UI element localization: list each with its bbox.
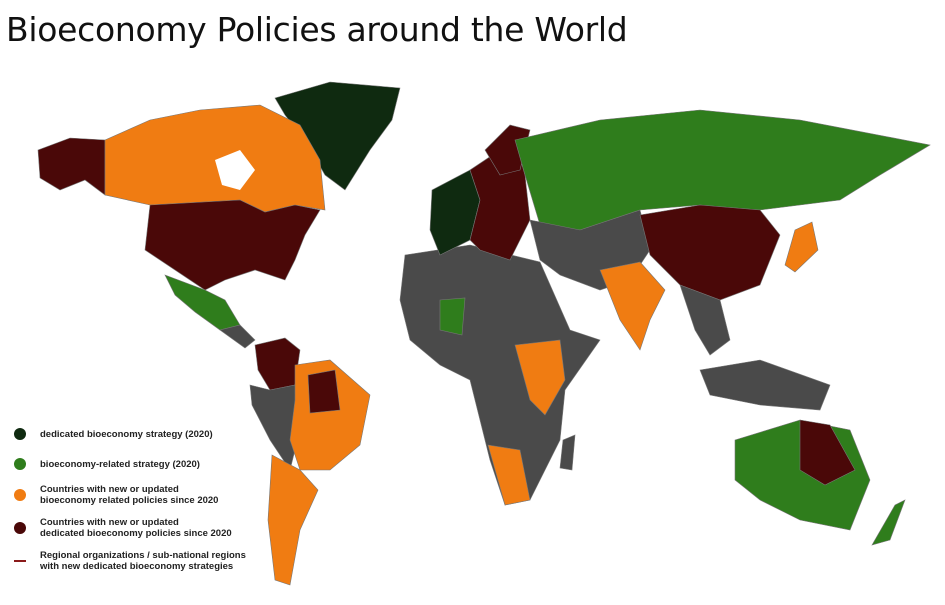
region-china: [639, 204, 781, 301]
region-east-africa: [514, 339, 566, 416]
region-guiana: [307, 369, 341, 414]
region-new-zealand: [871, 499, 906, 546]
legend-item: bioeconomy-related strategy (2020): [14, 458, 246, 470]
legend-dot-dark-red: [14, 522, 26, 534]
legend-dot-dark-green: [14, 428, 26, 440]
legend-dot-orange: [14, 489, 26, 501]
legend-label: Countries with new or updated dedicated b…: [40, 517, 232, 539]
legend-label: Regional organizations / sub-national re…: [40, 550, 246, 572]
region-nigeria: [439, 297, 466, 336]
region-southern-africa: [487, 444, 531, 506]
legend-item: Countries with new or updated dedicated b…: [14, 517, 246, 539]
legend-label: bioeconomy-related strategy (2020): [40, 458, 200, 470]
region-argentina-chile: [267, 454, 319, 586]
region-southeast-asia: [679, 284, 731, 356]
region-canada: [104, 104, 326, 213]
region-usa: [144, 199, 321, 291]
region-hudson-bay: [215, 150, 255, 190]
region-india: [599, 261, 666, 351]
legend-item: Countries with new or updated bioeconomy …: [14, 484, 246, 506]
legend-label: dedicated bioeconomy strategy (2020): [40, 428, 213, 440]
region-central-america: [219, 324, 256, 349]
region-madagascar: [559, 434, 576, 471]
map-legend: dedicated bioeconomy strategy (2020) bio…: [14, 428, 246, 583]
region-indonesia: [699, 359, 831, 411]
region-japan: [784, 221, 819, 273]
region-colombia-venezuela: [254, 337, 301, 391]
region-alaska: [37, 137, 106, 196]
map-title: Bioeconomy Policies around the World: [6, 10, 628, 49]
legend-item: dedicated bioeconomy strategy (2020): [14, 428, 246, 440]
legend-label: Countries with new or updated bioeconomy …: [40, 484, 219, 506]
legend-item: Regional organizations / sub-national re…: [14, 550, 246, 572]
legend-line-marker: [14, 560, 26, 562]
legend-dot-green: [14, 458, 26, 470]
region-queensland: [799, 419, 856, 486]
